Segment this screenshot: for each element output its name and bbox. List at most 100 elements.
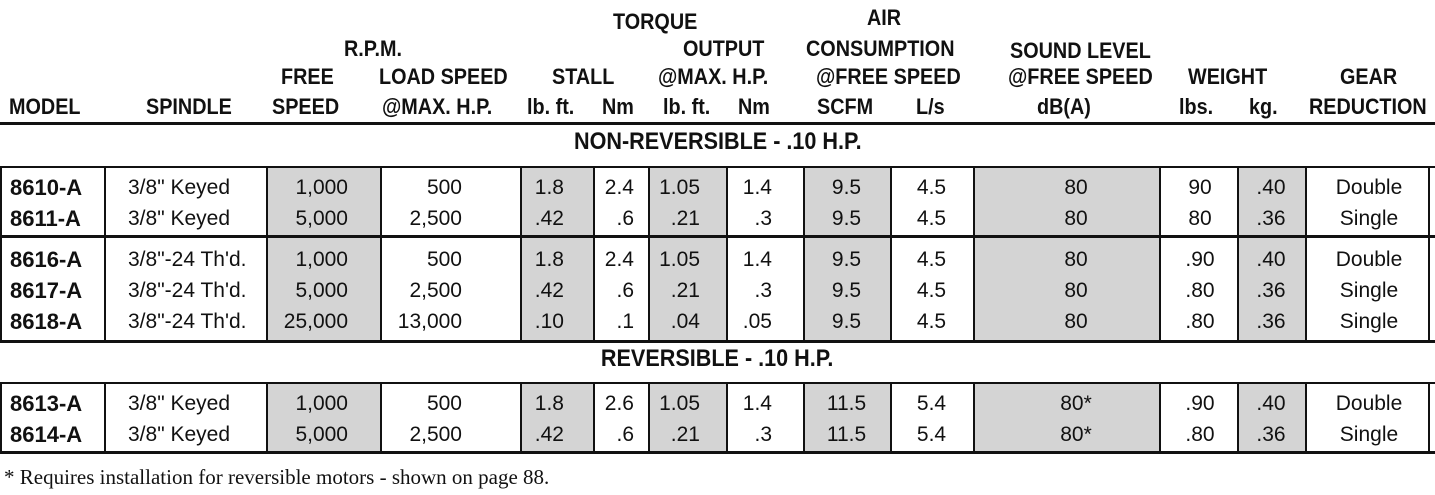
cell-load-speed: 13,000	[397, 310, 462, 333]
column-rule	[104, 168, 266, 235]
cell-spindle: 3/8" Keyed	[128, 207, 231, 230]
shaded-column	[973, 384, 1159, 451]
column-rule	[1305, 384, 1430, 451]
table-row: 8610-A 3/8" Keyed 1,000 500 1.8 2.4 1.05…	[4, 172, 1430, 203]
cell-ls: 5.4	[916, 392, 947, 415]
cell-load-speed: 500	[426, 176, 462, 199]
header-output: OUTPUT	[683, 36, 765, 61]
cell-stall-nm: .6	[616, 279, 634, 302]
cell-model: 8614-A	[10, 422, 83, 447]
table-row: 8618-A 3/8"-24 Th'd. 25,000 13,000 .10 .…	[4, 306, 1430, 337]
cell-free-speed: 5,000	[295, 423, 348, 446]
cell-stall-nm: 2.4	[604, 176, 634, 199]
cell-kg: .40	[1256, 176, 1286, 199]
table-row: 8611-A 3/8" Keyed 5,000 2,500 .42 .6 .21…	[4, 203, 1430, 234]
cell-lbs: .80	[1185, 310, 1215, 333]
cell-stall-nm: .1	[616, 310, 634, 333]
shaded-column	[648, 238, 726, 340]
header-sound-level: SOUND LEVEL	[1010, 38, 1151, 63]
cell-stall-lbft: 1.8	[534, 248, 564, 271]
cell-stall-nm: .6	[616, 207, 634, 230]
cell-db: 80	[1064, 310, 1088, 333]
header-spindle: SPINDLE	[146, 94, 232, 119]
column-rule	[890, 238, 973, 340]
shaded-column	[520, 384, 593, 451]
column-rule	[890, 384, 973, 451]
cell-stall-nm: 2.4	[604, 248, 634, 271]
header-output-nm: Nm	[738, 94, 770, 119]
column-rule	[593, 238, 648, 340]
header-free: FREE	[281, 64, 334, 89]
cell-output-nm: .3	[754, 279, 772, 302]
cell-db: 80	[1064, 248, 1088, 271]
group-divider	[0, 340, 1435, 343]
cell-spindle: 3/8"-24 Th'd.	[128, 279, 247, 302]
table-group-1: 8610-A 3/8" Keyed 1,000 500 1.8 2.4 1.05…	[0, 168, 1430, 235]
section-divider	[0, 166, 1435, 168]
header-gear: GEAR	[1340, 64, 1398, 89]
table-row: 8613-A 3/8" Keyed 1,000 500 1.8 2.6 1.05…	[4, 388, 1430, 419]
section-divider	[0, 382, 1435, 384]
table-row: 8614-A 3/8" Keyed 5,000 2,500 .42 .6 .21…	[4, 419, 1430, 450]
header-dba: dB(A)	[1037, 94, 1091, 119]
shaded-column	[266, 238, 380, 340]
cell-kg: .36	[1256, 423, 1286, 446]
cell-lbs: .80	[1185, 279, 1215, 302]
cell-gear: Single	[1339, 310, 1399, 333]
cell-load-speed: 2,500	[409, 423, 462, 446]
cell-free-speed: 5,000	[295, 279, 348, 302]
cell-kg: .36	[1256, 310, 1286, 333]
cell-kg: .40	[1256, 248, 1286, 271]
cell-lbs: .90	[1185, 392, 1215, 415]
cell-lbs: .90	[1185, 248, 1215, 271]
cell-spindle: 3/8" Keyed	[128, 423, 231, 446]
table-row: 8616-A 3/8"-24 Th'd. 1,000 500 1.8 2.4 1…	[4, 244, 1430, 275]
cell-spindle: 3/8" Keyed	[128, 392, 231, 415]
cell-output-nm: 1.4	[742, 392, 772, 415]
cell-model: 8611-A	[10, 206, 81, 231]
cell-stall-nm: 2.6	[604, 392, 634, 415]
shaded-column	[803, 238, 890, 340]
cell-stall-nm: .6	[616, 423, 634, 446]
cell-model: 8617-A	[10, 278, 83, 303]
column-rule	[104, 238, 266, 340]
cell-model: 8618-A	[10, 309, 83, 334]
cell-ls: 4.5	[916, 176, 947, 199]
shaded-column	[973, 238, 1159, 340]
cell-stall-lbft: .42	[534, 207, 564, 230]
cell-output-lbft: 1.05	[659, 392, 700, 415]
cell-ls: 5.4	[916, 423, 947, 446]
shaded-column	[803, 168, 890, 235]
table-bottom-rule	[0, 451, 1435, 454]
cell-scfm: 11.5	[826, 392, 867, 415]
cell-lbs: .80	[1185, 423, 1215, 446]
cell-model: 8616-A	[10, 247, 83, 272]
shaded-column	[266, 384, 380, 451]
cell-stall-lbft: .42	[534, 423, 564, 446]
header-reduction: REDUCTION	[1309, 94, 1427, 119]
cell-ls: 4.5	[916, 310, 947, 333]
cell-scfm: 9.5	[831, 176, 862, 199]
header-sound-at-free-speed: @FREE SPEED	[1008, 64, 1153, 89]
shaded-column	[266, 168, 380, 235]
column-rule	[380, 384, 520, 451]
cell-gear: Single	[1339, 207, 1399, 230]
cell-db: 80*	[1060, 423, 1092, 446]
cell-db: 80	[1064, 176, 1088, 199]
header-stall: STALL	[552, 64, 615, 89]
header-load-at-max-hp: @MAX. H.P.	[382, 94, 493, 119]
cell-load-speed: 2,500	[409, 207, 462, 230]
column-rule	[1159, 384, 1237, 451]
column-rule	[593, 168, 648, 235]
column-rule	[593, 384, 648, 451]
table-group-3: 8613-A 3/8" Keyed 1,000 500 1.8 2.6 1.05…	[0, 384, 1430, 451]
cell-kg: .36	[1256, 279, 1286, 302]
shaded-column	[1237, 168, 1305, 235]
header-load-speed: LOAD SPEED	[379, 64, 508, 89]
section-title-reversible: REVERSIBLE - .10 H.P.	[601, 345, 834, 372]
cell-spindle: 3/8"-24 Th'd.	[128, 310, 247, 333]
column-rule	[890, 168, 973, 235]
column-rule	[0, 238, 4, 340]
column-rule	[0, 168, 4, 235]
header-weight: WEIGHT	[1188, 64, 1268, 89]
